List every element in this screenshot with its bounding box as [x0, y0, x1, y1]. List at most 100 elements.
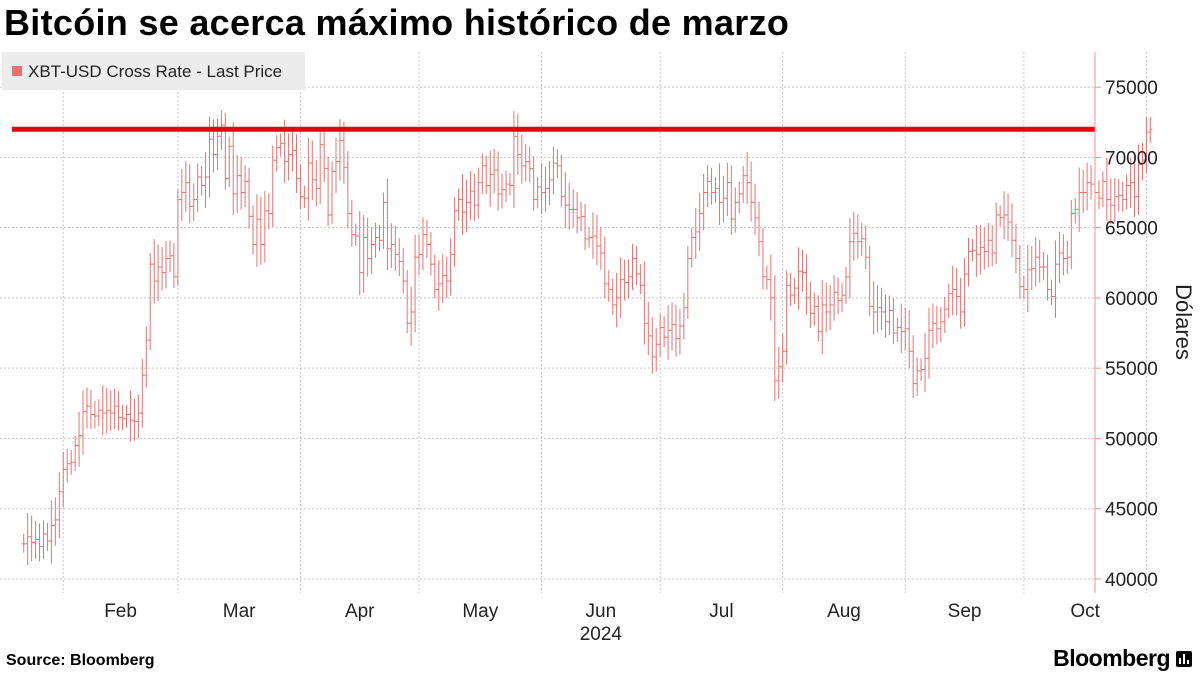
price-bar [733, 187, 738, 233]
price-bar [179, 168, 184, 221]
price-bar [381, 192, 386, 250]
price-bar [1025, 244, 1030, 312]
y-tick-label: 70000 [1105, 148, 1158, 169]
price-bar [369, 227, 374, 275]
price-bar [547, 161, 552, 206]
price-bar [104, 387, 109, 434]
price-bar [800, 249, 805, 292]
price-bar [108, 390, 113, 432]
price-bar [254, 194, 259, 268]
price-bar [302, 185, 307, 209]
price-bar [689, 227, 694, 268]
price-bar [294, 134, 299, 194]
price-bar [745, 151, 750, 205]
price-bar [270, 145, 275, 228]
price-bar [998, 205, 1003, 227]
price-bar [907, 310, 912, 369]
gridlines [0, 52, 1147, 593]
price-bar [614, 272, 619, 328]
price-bar [622, 259, 627, 301]
price-bar [428, 232, 433, 276]
price-bar [954, 268, 959, 316]
price-bar [808, 281, 813, 328]
price-bar [25, 513, 30, 566]
price-bar [891, 298, 896, 345]
price-bar [322, 129, 327, 183]
price-bar [1009, 203, 1014, 258]
y-tick-label: 60000 [1105, 289, 1158, 310]
price-bar [792, 278, 797, 304]
price-bar [199, 165, 204, 196]
price-bar [223, 112, 228, 190]
price-bar [33, 520, 38, 560]
x-tick-label: Apr [345, 601, 375, 622]
price-bar [725, 162, 730, 217]
price-bar [709, 167, 714, 205]
price-bar [1073, 198, 1078, 224]
price-bar [1049, 279, 1054, 306]
price-bar [440, 254, 445, 303]
price-bar [448, 238, 453, 296]
y-tick-label: 45000 [1105, 500, 1158, 521]
price-bar [45, 522, 50, 551]
price-bar [519, 134, 524, 184]
price-bar [958, 277, 963, 329]
price-bar [606, 270, 611, 302]
price-bar [836, 277, 841, 315]
brand-logo: Bloomberg [1053, 645, 1170, 671]
price-bar [432, 254, 437, 299]
price-bar [930, 303, 935, 349]
price-bar [828, 284, 833, 330]
price-bar [73, 435, 78, 472]
price-bar [551, 146, 556, 195]
x-axis-ticks: Feb Mar Apr May Jun Jul Aug Sep Oct [104, 601, 1100, 622]
price-bar [812, 292, 817, 326]
price-bar [144, 326, 149, 388]
price-bar [1108, 178, 1113, 225]
price-bar [247, 167, 252, 229]
price-bar [859, 222, 864, 257]
price-bar [527, 146, 532, 183]
price-bar [424, 219, 429, 258]
price-bar [116, 391, 121, 431]
price-bar [832, 274, 837, 321]
price-bar [717, 163, 722, 225]
price-bar [444, 256, 449, 298]
price-bar [950, 265, 955, 316]
price-bar [1017, 244, 1022, 299]
price-bar [753, 183, 758, 235]
price-bar [962, 257, 967, 327]
price-bar [666, 305, 671, 360]
price-bar [784, 270, 789, 365]
y-axis-title: Dólares [1171, 284, 1196, 360]
price-bar [84, 387, 89, 429]
x-tick-label: Aug [827, 601, 861, 622]
price-bar [531, 156, 536, 211]
price-bar [986, 222, 991, 268]
price-bar [500, 173, 505, 209]
price-bar [713, 177, 718, 203]
price-bar [274, 135, 279, 172]
price-bar [171, 243, 176, 288]
x-tick-label: Mar [223, 601, 256, 622]
price-bar [1124, 174, 1129, 210]
y-axis-ticks: 40000 45000 50000 55000 60000 65000 70000 75000 [1095, 78, 1158, 591]
price-bar [772, 275, 777, 402]
y-tick-label: 65000 [1105, 219, 1158, 240]
price-bar [258, 196, 263, 265]
price-bar [816, 295, 821, 342]
price-bar [729, 165, 734, 235]
price-bar [330, 161, 335, 224]
price-bar [915, 357, 920, 396]
price-bar [1132, 160, 1137, 217]
price-bar [875, 285, 880, 333]
price-bar [21, 533, 26, 553]
price-bar [871, 281, 876, 335]
price-bar [92, 400, 97, 429]
price-bar [472, 173, 477, 221]
price-bar [503, 170, 508, 202]
price-bar [341, 121, 346, 185]
price-bar [306, 137, 311, 221]
price-bar [243, 165, 248, 208]
price-bar [594, 214, 599, 266]
